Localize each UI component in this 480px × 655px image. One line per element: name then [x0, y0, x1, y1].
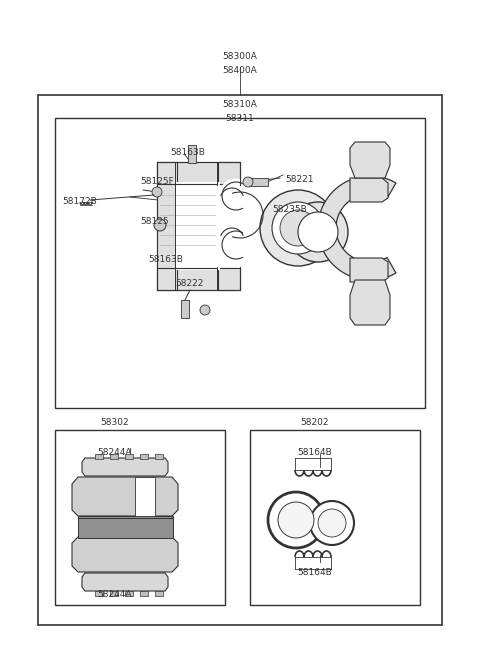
Text: 58164B: 58164B: [298, 568, 332, 577]
Circle shape: [318, 509, 346, 537]
Text: 58310A: 58310A: [223, 100, 257, 109]
Text: 58221: 58221: [285, 175, 313, 184]
Text: 58235B: 58235B: [272, 205, 307, 214]
Bar: [140, 591, 148, 596]
Bar: [95, 591, 103, 596]
Bar: [188, 145, 196, 163]
Bar: [95, 454, 103, 459]
Polygon shape: [350, 178, 388, 202]
Bar: [218, 162, 240, 184]
Bar: [157, 268, 237, 290]
Text: 58302: 58302: [101, 418, 129, 427]
Polygon shape: [350, 258, 388, 282]
Text: 58244A: 58244A: [98, 448, 132, 457]
Text: 58163B: 58163B: [148, 255, 183, 264]
Bar: [175, 182, 220, 270]
Circle shape: [310, 501, 354, 545]
Bar: [155, 454, 163, 459]
Bar: [248, 178, 268, 186]
Text: 58164B: 58164B: [298, 448, 332, 457]
Text: 58125F: 58125F: [140, 177, 174, 186]
Bar: [155, 591, 163, 596]
Text: 58311: 58311: [226, 114, 254, 123]
Circle shape: [272, 202, 324, 254]
Bar: [78, 518, 173, 538]
Bar: [125, 591, 133, 596]
Text: 58300A: 58300A: [223, 52, 257, 61]
Text: 58172B: 58172B: [62, 197, 97, 206]
Circle shape: [200, 305, 210, 315]
Bar: [125, 454, 133, 459]
Circle shape: [278, 502, 314, 538]
Text: 58163B: 58163B: [170, 148, 205, 157]
Polygon shape: [72, 537, 178, 572]
Circle shape: [152, 187, 162, 197]
Text: 58400A: 58400A: [223, 66, 257, 75]
Circle shape: [243, 177, 253, 187]
Circle shape: [288, 202, 348, 262]
Polygon shape: [318, 176, 396, 280]
Circle shape: [280, 210, 316, 246]
Bar: [157, 162, 237, 184]
Polygon shape: [82, 458, 168, 476]
Polygon shape: [350, 142, 390, 178]
Bar: [78, 516, 173, 536]
Bar: [140, 454, 148, 459]
Bar: [110, 591, 118, 596]
Text: 58202: 58202: [301, 418, 329, 427]
Bar: [55, 118, 425, 408]
Text: 58244A: 58244A: [98, 590, 132, 599]
Circle shape: [260, 190, 336, 266]
Bar: [55, 430, 225, 605]
Bar: [135, 477, 155, 516]
Polygon shape: [82, 573, 168, 591]
Bar: [157, 162, 177, 290]
Text: 58222: 58222: [175, 279, 204, 288]
Text: 58125: 58125: [140, 217, 168, 226]
Circle shape: [268, 492, 324, 548]
Polygon shape: [72, 477, 178, 516]
Bar: [250, 430, 420, 605]
Bar: [181, 300, 189, 318]
Bar: [110, 454, 118, 459]
Circle shape: [154, 219, 166, 231]
Polygon shape: [350, 280, 390, 325]
Circle shape: [298, 212, 338, 252]
Bar: [38, 95, 442, 625]
Bar: [218, 268, 240, 290]
